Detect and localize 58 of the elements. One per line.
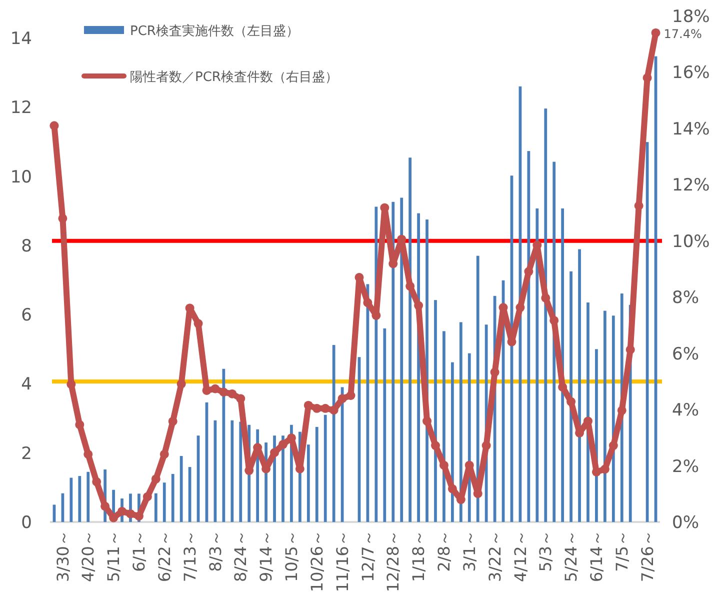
- y2-tick-label: 8%: [672, 288, 699, 308]
- x-tick-label: 1/18～: [409, 530, 428, 582]
- x-tick-label: 7/26～: [638, 530, 657, 582]
- y-tick-label: 12: [10, 98, 32, 118]
- bar: [180, 456, 183, 522]
- x-tick-label: 9/14～: [256, 530, 276, 582]
- x-tick-label: 4/12～: [510, 530, 530, 582]
- x-tick-label: 10/5～: [282, 530, 302, 582]
- x-tick-label: 3/1～: [460, 530, 479, 572]
- y2-tick-label: 6%: [672, 344, 699, 364]
- y-tick-label: 2: [21, 444, 32, 464]
- bar: [230, 420, 234, 522]
- bar: [324, 414, 327, 522]
- x-tick-label: 8/3～: [206, 530, 225, 572]
- x-tick-label: 10/26～: [307, 530, 326, 592]
- y-tick-label: 8: [21, 236, 32, 256]
- bar: [383, 328, 386, 522]
- x-tick-label: 6/1～: [130, 530, 149, 572]
- x-tick-label: 7/5～: [612, 530, 632, 572]
- y2-tick-label: 4%: [672, 400, 699, 421]
- x-tick-label: 11/16～: [332, 530, 352, 592]
- x-tick-label: 6/22～: [154, 530, 174, 582]
- y2-tick-label: 2%: [672, 456, 699, 477]
- y-tick-label: 6: [21, 306, 32, 326]
- bar: [239, 422, 242, 522]
- x-tick-label: 7/13～: [180, 530, 200, 582]
- y2-tick-label: 12%: [672, 176, 710, 196]
- y-tick-label: 0: [21, 513, 32, 533]
- x-tick-label: 5/11～: [104, 530, 124, 582]
- legend-label: 陽性者数／PCR検査件数（右目盛）: [130, 70, 338, 85]
- x-tick-label: 3/22～: [485, 530, 504, 582]
- x-tick-label: 12/7～: [358, 530, 378, 582]
- bar: [162, 482, 166, 522]
- bar: [154, 493, 158, 522]
- y-tick-label: 14: [10, 29, 32, 49]
- x-tick-label: 6/14～: [587, 530, 606, 582]
- bar: [70, 478, 73, 522]
- x-tick-label: 2/8～: [434, 530, 454, 572]
- legend-label: PCR検査実施件数（左目盛）: [130, 23, 299, 39]
- y2-tick-label: 14%: [672, 119, 710, 140]
- y-tick-label: 4: [21, 374, 32, 395]
- bar: [171, 474, 174, 522]
- x-tick-label: 3/30～: [53, 530, 72, 582]
- x-tick-label: 4/20～: [78, 530, 98, 582]
- x-tick-label: 12/28～: [384, 530, 403, 592]
- bar: [78, 476, 82, 522]
- bar: [86, 472, 90, 522]
- y2-tick-label: 0%: [672, 513, 699, 533]
- bar: [306, 444, 310, 522]
- y-tick-label: 10: [10, 167, 32, 188]
- data-label: 17.4%: [664, 26, 702, 41]
- y2-tick-label: 16%: [672, 63, 710, 84]
- bar: [315, 426, 318, 522]
- y2-tick-label: 18%: [672, 7, 710, 27]
- x-tick-label: 8/24～: [231, 530, 250, 582]
- y2-tick-label: 10%: [672, 232, 710, 252]
- x-tick-label: 5/3～: [536, 530, 556, 572]
- x-tick-label: 5/24～: [562, 530, 581, 582]
